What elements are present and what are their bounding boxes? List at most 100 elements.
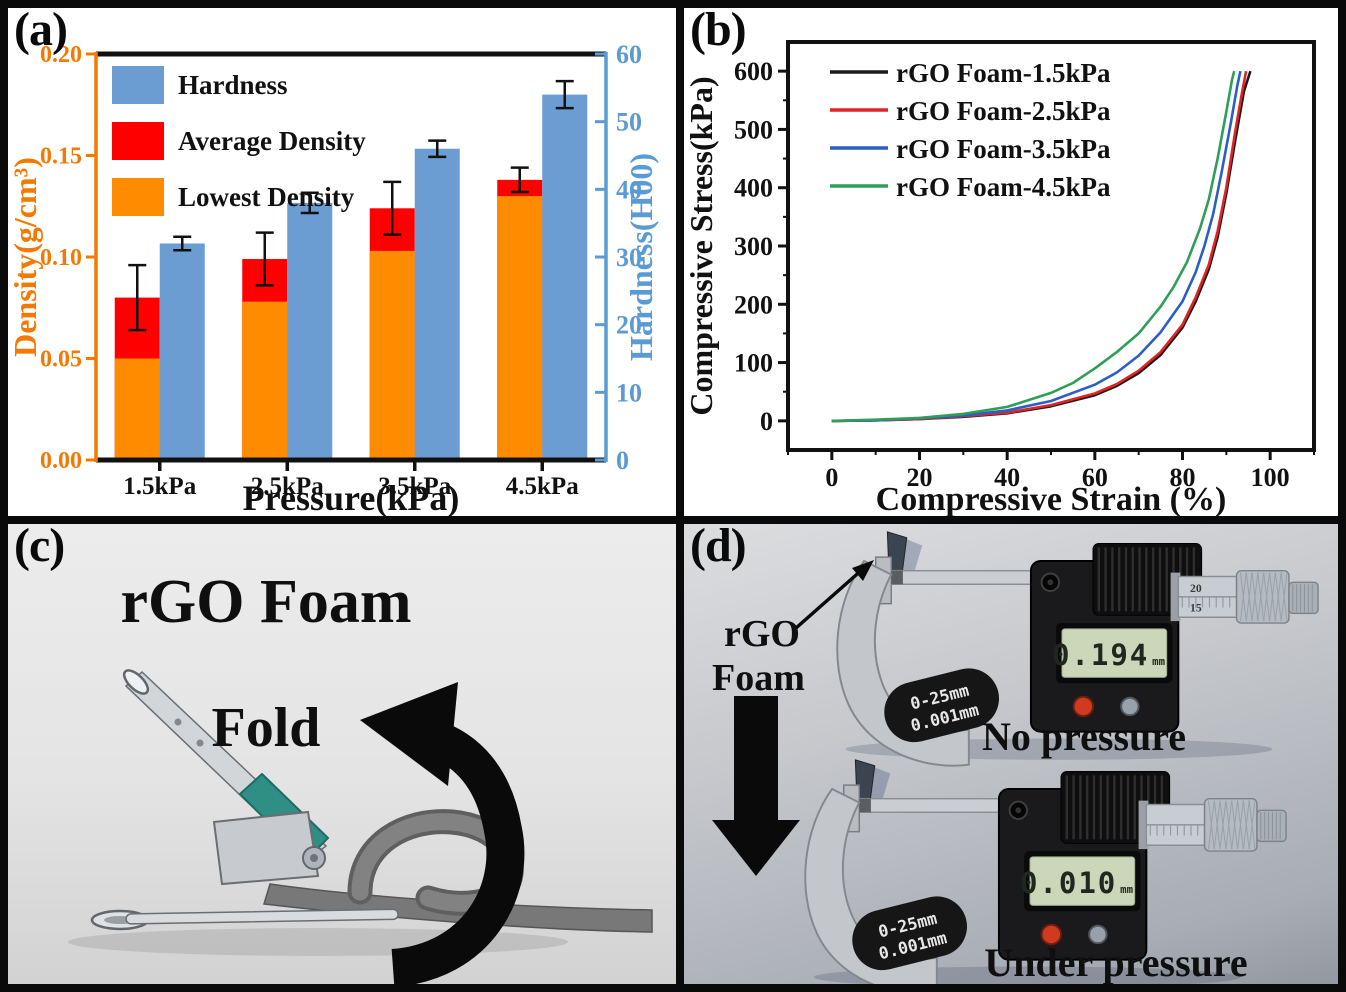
svg-text:40: 40 — [994, 463, 1020, 492]
thimble-scale-number: 20 — [1190, 582, 1202, 595]
legend-label: rGO Foam-4.5kPa — [896, 172, 1111, 202]
svg-text:20: 20 — [907, 463, 933, 492]
svg-text:500: 500 — [734, 115, 773, 144]
annotation-arrow-line — [794, 566, 866, 630]
mode-button — [1120, 696, 1140, 717]
svg-text:0: 0 — [760, 407, 773, 436]
legend-label: rGO Foam-3.5kPa — [896, 134, 1111, 164]
bar-hardness-3.5kPa — [414, 148, 460, 460]
panel-d-label: (d) — [690, 524, 747, 572]
bar-hardness-4.5kPa — [542, 94, 588, 460]
annotation-arrow-head — [852, 560, 874, 581]
legend-label: rGO Foam-1.5kPa — [896, 58, 1111, 88]
svg-text:0.00: 0.00 — [40, 448, 82, 474]
svg-text:100: 100 — [1251, 463, 1290, 492]
foam-pointer-label-2: Foam — [712, 657, 805, 699]
clip-pivot-center — [310, 854, 318, 862]
svg-text:0.20: 0.20 — [40, 42, 82, 68]
lcd-screen — [1061, 628, 1168, 678]
panel-a: (a) 0.00 0.05 0.10 0.15 0.20 0 10 20 30 40 50 60 1.5… — [8, 8, 676, 516]
svg-text:0: 0 — [616, 446, 629, 475]
svg-text:30: 30 — [616, 243, 642, 272]
lcd-screen — [1029, 856, 1136, 906]
fold-arrow-arc — [390, 719, 525, 984]
micrometer-frame — [804, 787, 938, 984]
bar-lowest-density-2.5kPa — [242, 301, 288, 460]
svg-text:100: 100 — [734, 349, 773, 378]
fold-photo-illustration: rGO Foam Fold — [68, 568, 653, 984]
micrometer-frame — [836, 559, 970, 767]
zero-button — [1040, 923, 1062, 946]
panel-d: (d) 0-25mm 0.001mm 0.194 mm 20 15 0-25mm 0.001… — [684, 524, 1338, 984]
lcd-unit: mm — [1120, 883, 1133, 896]
legend-label: Average Density — [178, 126, 366, 156]
legend-swatch-average-density — [112, 122, 164, 160]
zero-button — [1072, 695, 1094, 718]
stress-strain-line-chart: 0 20 40 60 80 100 0 100 200 300 400 500 600 Compressi… — [684, 40, 1316, 516]
fold-annotation: Fold — [212, 697, 321, 759]
panel-a-label: (a) — [14, 8, 68, 56]
svg-text:300: 300 — [734, 232, 773, 261]
svg-text:0.15: 0.15 — [40, 144, 82, 170]
down-block-arrow — [712, 696, 800, 876]
panel-b: (b) 0 20 40 60 80 100 0 100 200 300 400 500 600 Compr… — [684, 8, 1338, 516]
svg-text:40: 40 — [616, 175, 642, 204]
bar-hardness-1.5kPa — [159, 243, 205, 460]
svg-text:60: 60 — [1082, 463, 1108, 492]
svg-text:10: 10 — [616, 378, 642, 407]
legend-swatch-hardness — [112, 66, 164, 104]
svg-text:Density(g/cm³): Density(g/cm³) — [8, 157, 43, 357]
fold-arrow-head — [360, 682, 458, 786]
panel-c: (c) rGO Foam — [8, 524, 676, 984]
svg-text:Pressure(kPa): Pressure(kPa) — [243, 478, 460, 516]
svg-text:400: 400 — [734, 174, 773, 203]
legend-swatch-lowest-density — [112, 178, 164, 216]
clamp-upper-eye — [122, 669, 150, 695]
legend-label: Lowest Density — [178, 182, 355, 212]
svg-text:600: 600 — [734, 57, 773, 86]
svg-text:Hardness(H00): Hardness(H00) — [623, 153, 659, 361]
handle-hole — [174, 718, 182, 726]
curve-rGO-Foam-3.5kPa — [831, 70, 1242, 423]
bar-hardness-2.5kPa — [287, 202, 333, 460]
mode-button — [1088, 924, 1108, 945]
bar-lowest-density-3.5kPa — [369, 250, 415, 460]
clamp-lower-handle — [125, 908, 399, 925]
clip-body — [212, 810, 320, 886]
svg-text:0.05: 0.05 — [40, 347, 82, 373]
svg-text:60: 60 — [616, 40, 642, 69]
svg-text:50: 50 — [616, 108, 642, 137]
foam-title: rGO Foam — [121, 568, 412, 636]
svg-text:1.5kPa: 1.5kPa — [123, 473, 196, 500]
legend-label: rGO Foam-2.5kPa — [896, 96, 1111, 126]
lcd-reading: 0.194 — [1052, 638, 1149, 672]
panel-b-label: (b) — [690, 8, 747, 56]
svg-text:20: 20 — [616, 311, 642, 340]
svg-text:4.5kPa: 4.5kPa — [506, 473, 579, 500]
curve-rGO-Foam-4.5kPa — [831, 70, 1236, 423]
svg-text:2.5kPa: 2.5kPa — [251, 473, 324, 500]
bar-lowest-density-4.5kPa — [497, 196, 543, 460]
density-hardness-bar-chart: 0.00 0.05 0.10 0.15 0.20 0 10 20 30 40 50 60 1.5kPa 2… — [8, 40, 659, 516]
svg-text:200: 200 — [734, 290, 773, 319]
lcd-reading: 0.010 — [1020, 866, 1117, 900]
caption-under-pressure: Under pressure — [984, 940, 1247, 984]
panel-c-label: (c) — [14, 524, 65, 572]
svg-text:0: 0 — [825, 463, 838, 492]
legend-label: Hardness — [178, 70, 288, 100]
foam-pointer-label-1: rGO — [724, 613, 800, 655]
caption-no-pressure: No pressure — [982, 714, 1186, 759]
svg-text:3.5kPa: 3.5kPa — [378, 473, 451, 500]
bar-lowest-density-1.5kPa — [114, 358, 160, 460]
svg-text:Compressive Stress(kPa): Compressive Stress(kPa) — [684, 76, 719, 415]
svg-text:Compressive Strain (%): Compressive Strain (%) — [876, 481, 1227, 516]
lcd-unit: mm — [1152, 655, 1165, 668]
svg-text:0.10: 0.10 — [40, 245, 82, 271]
svg-text:80: 80 — [1170, 463, 1196, 492]
thimble-scale-number: 15 — [1190, 601, 1202, 614]
